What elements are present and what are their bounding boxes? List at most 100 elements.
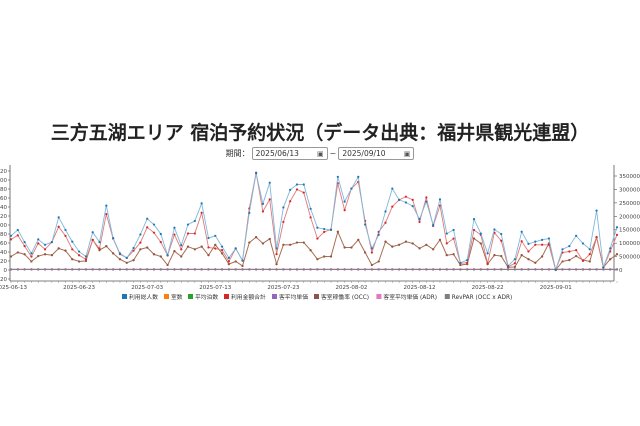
data-point — [323, 230, 326, 233]
data-point — [43, 253, 47, 256]
data-point — [302, 191, 305, 194]
data-point — [166, 254, 169, 257]
x-tick-label: 2025-08-02 — [335, 285, 367, 291]
data-point — [452, 237, 455, 240]
end-date-input[interactable]: 2025/09/10 ▣ — [338, 147, 415, 160]
data-point — [377, 233, 380, 236]
left-tick-label: 160 — [0, 196, 7, 202]
data-point — [384, 240, 387, 243]
data-point — [207, 254, 210, 257]
data-point — [404, 195, 408, 198]
data-point — [357, 268, 360, 271]
series-line — [10, 230, 618, 271]
data-point — [220, 268, 224, 271]
data-point — [289, 188, 292, 191]
data-point — [309, 207, 312, 210]
data-point — [432, 248, 435, 251]
data-point — [561, 248, 564, 251]
data-point — [105, 204, 108, 207]
data-point — [302, 268, 305, 271]
data-point — [112, 268, 115, 271]
data-point — [575, 249, 578, 252]
data-point — [534, 240, 537, 243]
data-point — [541, 268, 544, 271]
data-point — [125, 256, 128, 259]
data-point — [30, 260, 33, 263]
x-tick-label: 2025-07-23 — [267, 285, 299, 291]
data-point — [84, 268, 87, 271]
data-point — [255, 172, 258, 175]
data-point — [255, 236, 258, 239]
calendar-icon[interactable]: ▣ — [403, 149, 411, 158]
data-point — [486, 262, 489, 265]
data-point — [261, 242, 265, 245]
data-point — [200, 211, 203, 214]
left-tick-label: 0 — [4, 268, 8, 274]
data-point — [500, 254, 503, 258]
data-point — [302, 183, 305, 186]
data-point — [71, 240, 74, 243]
data-point — [391, 187, 394, 190]
data-point — [438, 198, 442, 201]
data-point — [350, 187, 353, 190]
data-point — [275, 247, 278, 250]
legend-label: RevPAR (OCC x ADR) — [452, 295, 512, 301]
data-point — [527, 268, 530, 271]
data-point — [588, 268, 591, 271]
data-point — [180, 248, 183, 251]
data-point — [268, 198, 271, 201]
data-point — [125, 261, 128, 264]
data-point — [568, 268, 571, 271]
data-point — [207, 268, 210, 271]
data-point — [336, 230, 339, 233]
x-tick-label: 2025-09-01 — [540, 285, 572, 291]
data-point — [289, 268, 292, 271]
data-point — [289, 243, 292, 246]
data-point — [84, 259, 87, 263]
data-point — [316, 226, 319, 229]
data-point — [146, 268, 149, 271]
data-point — [309, 216, 312, 219]
data-point — [609, 258, 612, 261]
data-point — [289, 200, 292, 203]
legend-label: 利用金額合計 — [231, 293, 266, 301]
data-point — [602, 266, 605, 269]
data-point — [506, 268, 510, 271]
legend-swatch — [272, 294, 277, 299]
data-point — [493, 268, 496, 271]
data-point — [363, 223, 367, 226]
data-point — [98, 249, 101, 252]
data-point — [384, 268, 387, 271]
data-point — [16, 268, 19, 271]
x-tick-label: 2025-06-13 — [0, 285, 27, 291]
data-point — [173, 250, 176, 253]
data-point — [255, 268, 258, 271]
data-point — [486, 252, 489, 255]
calendar-icon[interactable]: ▣ — [317, 149, 324, 158]
data-point — [336, 175, 339, 178]
data-point — [23, 244, 26, 248]
data-point — [534, 261, 537, 264]
left-tick-label: 60 — [0, 241, 7, 247]
data-point — [37, 254, 40, 258]
data-point — [139, 268, 142, 271]
data-point — [71, 258, 74, 261]
data-point — [57, 216, 60, 219]
data-point — [363, 268, 367, 271]
data-point — [9, 255, 13, 258]
data-point — [200, 245, 203, 248]
data-point — [581, 242, 585, 245]
data-point — [71, 248, 74, 251]
start-date-input[interactable]: 2025/06/13 ▣ — [251, 147, 328, 160]
data-point — [268, 181, 271, 184]
data-point — [227, 260, 230, 263]
data-point — [472, 218, 476, 221]
data-point — [493, 228, 496, 231]
data-point — [30, 255, 33, 258]
data-point — [200, 268, 203, 271]
data-point — [411, 268, 414, 271]
data-point — [248, 211, 251, 214]
data-point — [357, 175, 360, 178]
data-point — [152, 223, 156, 226]
